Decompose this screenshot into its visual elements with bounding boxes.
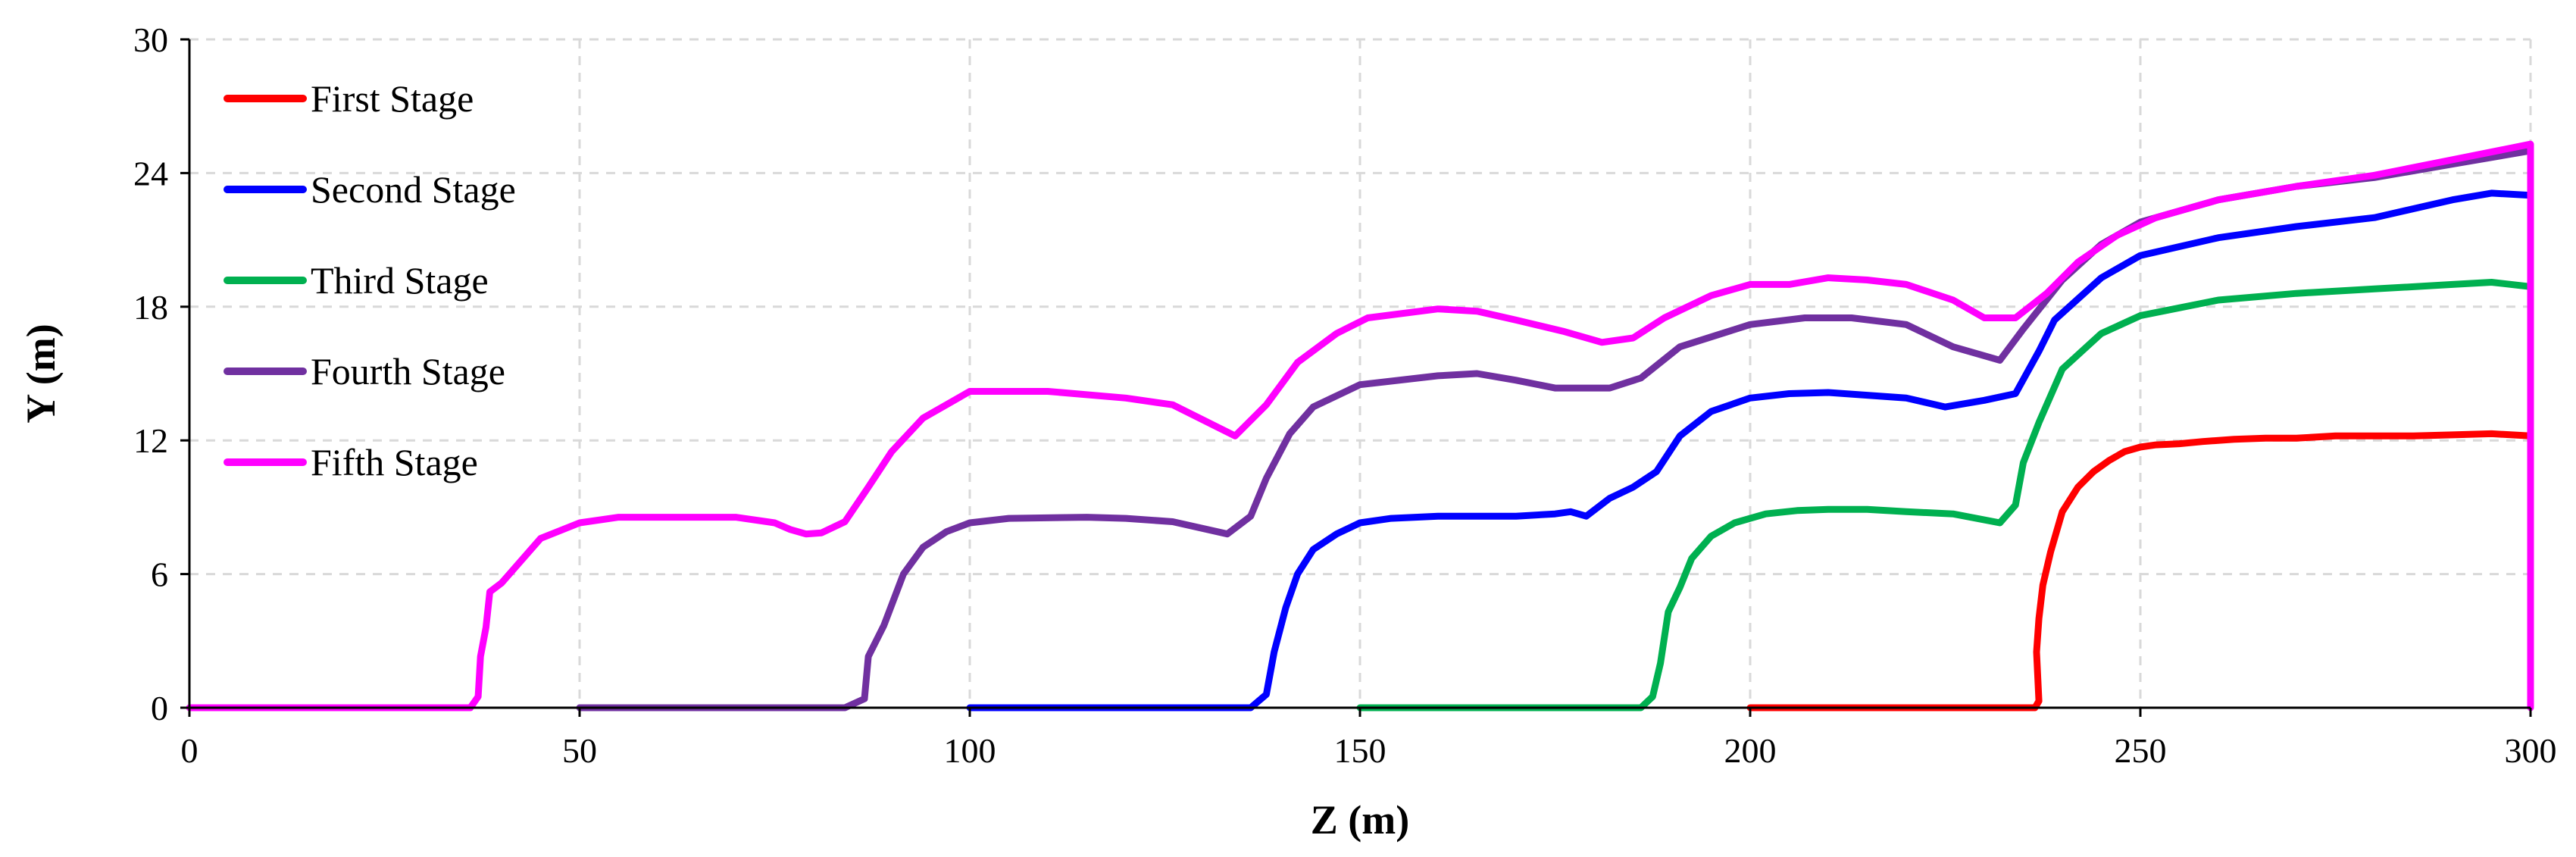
x-tick-label: 200 xyxy=(1724,731,1777,770)
x-tick-label: 250 xyxy=(2115,731,2167,770)
series-line-3 xyxy=(1356,279,2534,712)
y-tick-label: 0 xyxy=(151,689,168,727)
legend-label-5: Fifth Stage xyxy=(311,441,478,483)
grid-layer xyxy=(189,38,2532,708)
y-tick-label: 6 xyxy=(151,555,168,594)
x-axis-title: Z (m) xyxy=(1311,797,1409,843)
x-tick-label: 100 xyxy=(944,731,996,770)
legend-label-4: Fourth Stage xyxy=(311,350,505,393)
series-layer xyxy=(186,140,2534,712)
legend-label-3: Third Stage xyxy=(311,259,489,302)
legend-label-1: First Stage xyxy=(311,77,474,120)
x-tick-label: 150 xyxy=(1334,731,1386,770)
y-axis-title: Y (m) xyxy=(18,324,64,423)
y-tick-label: 24 xyxy=(133,154,168,192)
y-tick-label: 18 xyxy=(133,288,168,327)
x-tick-label: 300 xyxy=(2505,731,2557,770)
y-tick-label: 30 xyxy=(133,20,168,59)
x-tick-label: 50 xyxy=(562,731,597,770)
legend: First Stage Second Stage Third Stage Fourth… xyxy=(224,77,516,483)
series-line-2 xyxy=(966,189,2534,712)
series-line-1 xyxy=(1746,430,2534,712)
series-line-5 xyxy=(186,140,2534,712)
legend-label-2: Second Stage xyxy=(311,168,516,211)
x-tick-label: 0 xyxy=(181,731,199,770)
y-tick-label: 12 xyxy=(133,421,168,460)
